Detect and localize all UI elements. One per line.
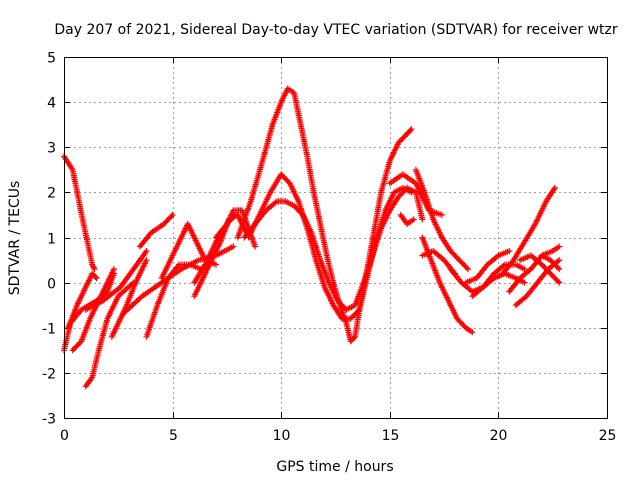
y-axis-title: SDTVAR / TECUs <box>7 181 23 296</box>
data-point <box>521 279 528 286</box>
y-tick-label: 2 <box>47 186 56 202</box>
series-track-1 <box>61 153 98 273</box>
data-point <box>506 248 513 254</box>
data-point <box>355 308 362 314</box>
y-tick-label: 0 <box>47 277 56 293</box>
data-point <box>408 126 415 133</box>
series-track-26 <box>499 184 558 277</box>
grid-lines <box>64 57 607 418</box>
series-track-11 <box>158 221 219 282</box>
x-tick-label: 20 <box>490 428 508 444</box>
x-tick-label: 0 <box>60 428 69 444</box>
series-track-18 <box>397 211 417 227</box>
x-axis-title: GPS time / hours <box>276 459 393 475</box>
y-tick-label: -3 <box>42 412 56 428</box>
y-tick-labels: -3 -2 -1 0 1 2 3 4 5 <box>42 51 56 428</box>
data-point <box>556 243 563 250</box>
x-tick-label: 25 <box>599 428 617 444</box>
x-tick-label: 10 <box>273 428 291 444</box>
data-point <box>469 329 476 336</box>
y-tick-label: 3 <box>47 141 56 157</box>
y-tick-label: 1 <box>47 232 56 248</box>
data-point <box>555 264 561 271</box>
data-point <box>111 266 117 273</box>
series-track-30 <box>538 252 563 273</box>
data-point <box>554 258 561 265</box>
y-tick-label: 5 <box>47 51 56 67</box>
data-point <box>168 213 175 220</box>
series-track-29 <box>517 252 563 286</box>
data-series <box>61 85 563 390</box>
y-tick-label: -2 <box>42 367 56 383</box>
data-point <box>465 266 471 273</box>
data-point <box>419 216 426 223</box>
data-point <box>92 274 99 280</box>
data-point <box>463 264 470 271</box>
y-tick-label: 4 <box>47 96 56 112</box>
series-track-3 <box>65 270 100 331</box>
series-track-25 <box>469 261 528 300</box>
series-track-28 <box>512 257 563 309</box>
x-tick-label: 15 <box>382 428 400 444</box>
chart-title: Day 207 of 2021, Sidereal Day-to-day VTE… <box>54 22 618 38</box>
x-tick-labels: 0 5 10 15 20 25 <box>60 428 616 444</box>
series-track-20 <box>412 166 471 273</box>
x-tick-label: 5 <box>169 428 178 444</box>
series-track-17 <box>241 184 426 313</box>
data-point <box>143 248 150 254</box>
data-point <box>521 266 528 273</box>
data-point <box>555 278 561 285</box>
series-track-24 <box>462 248 513 286</box>
data-point <box>252 243 259 250</box>
data-point <box>410 216 417 223</box>
data-point <box>551 184 558 191</box>
data-point <box>91 266 98 273</box>
data-point <box>556 279 563 286</box>
data-point <box>556 266 563 273</box>
data-point <box>213 261 219 268</box>
data-point <box>407 127 414 134</box>
data-point <box>556 257 563 264</box>
data-point <box>351 334 357 341</box>
plot-frame <box>64 57 608 419</box>
series-track-8 <box>137 211 176 250</box>
data-point <box>230 243 237 250</box>
data-point <box>169 211 176 218</box>
data-point <box>438 211 445 218</box>
data-point <box>143 257 150 264</box>
data-point <box>93 275 100 282</box>
y-tick-label: -1 <box>42 322 56 338</box>
data-point <box>500 262 507 269</box>
series-track-10 <box>119 243 237 318</box>
series-track-6 <box>82 248 150 313</box>
